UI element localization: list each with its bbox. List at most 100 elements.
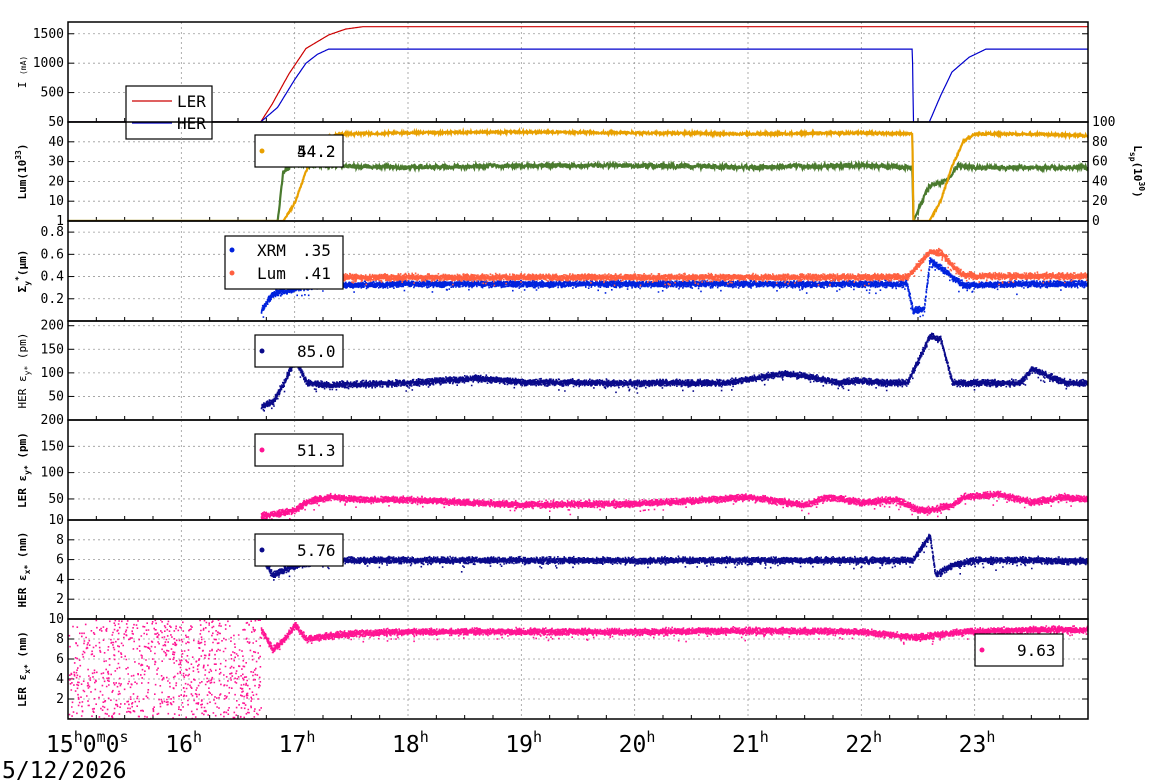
series-line-her <box>68 48 1088 122</box>
date-label: 5/12/2026 <box>2 758 127 782</box>
y-tick-label: 200 <box>41 319 64 334</box>
y2-axis-label: Lsp(1030) <box>1128 145 1146 197</box>
y-axis-label: I (mA) <box>16 56 29 89</box>
series-points-ler-y- <box>260 490 1088 520</box>
legend: 5.76 <box>254 533 344 567</box>
y-tick-label: 40 <box>48 135 64 150</box>
y-tick-label: 500 <box>41 86 64 101</box>
y-tick-label: 1 <box>56 214 64 229</box>
y-tick-label: 50 <box>48 389 64 404</box>
y-tick-label: 2 <box>56 692 64 707</box>
panel-sigma: 0.2 0.4 0.6 0.8 Σy*(μm) XRM .35 Lum .41 <box>14 220 1089 322</box>
series-line-ler <box>68 26 1088 122</box>
series-points-her-y- <box>260 332 1088 412</box>
legend-marker-xrm <box>229 247 235 253</box>
y-axis-label: Lum(1033) <box>14 143 29 199</box>
legend-marker <box>259 148 265 154</box>
y-tick-label: 1000 <box>33 56 64 71</box>
series-points-lum <box>283 247 1088 287</box>
y-axis-label: Σy*(μm) <box>14 250 32 293</box>
x-tick-label: 18h <box>392 728 429 758</box>
legend-value-xrm: .35 <box>302 241 331 260</box>
legend-marker <box>259 348 265 354</box>
series-line-lsp <box>68 127 1088 221</box>
legend-value: 44.2 <box>297 142 336 161</box>
panel-ler_eps_y: 10 50 100 150 200 LER εy* (pm) 51.3 <box>16 413 1089 528</box>
legend-box <box>254 533 344 567</box>
y-tick-label: 6 <box>56 553 64 568</box>
x-tick-label: 22h <box>845 728 882 758</box>
legend-box <box>254 433 344 467</box>
y-tick-label: 150 <box>41 342 64 357</box>
plot-area <box>68 619 1088 719</box>
y2-tick-label: 60 <box>1092 155 1108 170</box>
legend-box <box>254 334 344 368</box>
y-axis-label: HER εy* (pm) <box>16 333 32 409</box>
legend-marker <box>979 647 985 653</box>
y-tick-label: 200 <box>41 413 64 428</box>
panel-frame <box>67 618 1089 720</box>
panel-current: 500 1000 1500 I (mA) LER HER <box>16 21 1089 140</box>
panel-luminosity: 1 10 20 30 40 50 Lum(1033) 0 20 40 60 80 100 Lsp(1030… <box>14 115 1146 229</box>
legend-label-lum: Lum <box>257 264 286 283</box>
legend: LER HER <box>125 85 213 140</box>
series-points-xrm <box>260 257 1088 318</box>
y-tick-label: 8 <box>56 533 64 548</box>
legend-value: 9.63 <box>1017 641 1056 660</box>
y-axis-label: LER εy* (pm) <box>16 432 32 508</box>
panel-frame <box>67 121 1089 222</box>
x-tick-label: 23h <box>959 728 996 758</box>
y-tick-label: 100 <box>41 366 64 381</box>
y2-tick-label: 0 <box>1092 214 1100 229</box>
legend-label-ler: LER <box>177 92 206 111</box>
x-tick-label: 16h <box>165 728 202 758</box>
legend: XRM .35 Lum .41 <box>224 235 344 290</box>
y-tick-label: 2 <box>56 592 64 607</box>
x-tick-label: 15h0m0s <box>46 728 129 758</box>
legend: 9.63 <box>974 633 1064 667</box>
x-tick-label: 21h <box>732 728 769 758</box>
x-tick-label: 17h <box>279 728 316 758</box>
y-tick-label: 0.8 <box>41 225 64 240</box>
x-tick-label: 19h <box>505 728 542 758</box>
panel-her_eps_y: 50 100 150 200 HER εy* (pm) 85.0 <box>16 319 1089 421</box>
legend-value: 5.76 <box>297 541 336 560</box>
panel-frame <box>67 21 1089 123</box>
legend-label-her: HER <box>177 114 206 133</box>
panel-her_eps_x: 2 4 6 8 HER εx* (nm) 5.76 <box>16 519 1089 620</box>
plot-area <box>260 533 1088 581</box>
plot-area <box>260 490 1088 520</box>
legend-marker <box>259 547 265 553</box>
plot-area <box>68 26 1088 122</box>
x-axis: 15h0m0s 16h 17h 18h 19h 20h 21h 22h 23h 5/12/2026 <box>2 728 995 782</box>
y2-tick-label: 40 <box>1092 174 1108 189</box>
y-tick-label: 100 <box>41 466 64 481</box>
legend-value-overlap: 54.2 <box>297 142 336 161</box>
legend-box <box>254 134 344 168</box>
y2-tick-label: 20 <box>1092 194 1108 209</box>
plot-area <box>260 332 1088 412</box>
y-tick-label: 0.4 <box>41 270 65 285</box>
y-axis-label: LER εx* (nm) <box>16 631 32 707</box>
y-tick-label: 0.6 <box>41 247 64 262</box>
y-tick-label: 10 <box>48 513 64 528</box>
y-tick-label: 30 <box>48 155 64 170</box>
y2-tick-label: 80 <box>1092 135 1108 150</box>
legend-marker <box>259 447 265 453</box>
legend-box <box>974 633 1064 667</box>
legend: 54.244.2 <box>254 134 344 168</box>
y-tick-label: 1500 <box>33 27 64 42</box>
y-tick-label: 50 <box>48 492 64 507</box>
legend: 51.3 <box>254 433 344 467</box>
legend: 85.0 <box>254 334 344 368</box>
y-tick-label: 10 <box>48 612 64 627</box>
y-tick-label: 4 <box>56 572 64 587</box>
y-tick-label: 150 <box>41 439 64 454</box>
legend-marker-lum <box>229 270 235 276</box>
y-axis-label: HER εx* (nm) <box>16 532 32 608</box>
y-tick-label: 20 <box>48 174 64 189</box>
series-points-ler-x- <box>260 622 1088 654</box>
y-tick-label: 8 <box>56 632 64 647</box>
